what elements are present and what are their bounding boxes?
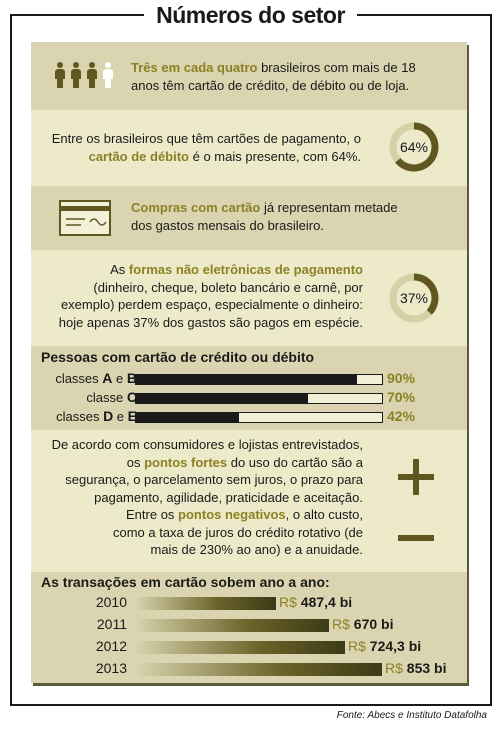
transaction-bar xyxy=(134,663,382,676)
opinions-text: De acordo com consumidores e lojistas en… xyxy=(31,436,363,559)
bar-value-label: 70% xyxy=(387,389,416,405)
donut-label: 64% xyxy=(400,139,428,155)
bar-track xyxy=(135,393,383,404)
debit-line-1: Entre os brasileiros que têm cartões de … xyxy=(51,131,361,146)
cards-section-title: Pessoas com cartão de crédito ou débito xyxy=(41,349,315,365)
main-panel: Três em cada quatro brasileiros com mais… xyxy=(31,42,467,683)
cards-bar-row: classes D e E 42% xyxy=(31,408,467,426)
fact-block-card-purchases: Compras com cartão já representam metade… xyxy=(31,186,467,250)
bar-fill xyxy=(136,394,309,403)
donut-cash-37: 37% xyxy=(389,273,439,323)
purchases-text-a: já representam metade xyxy=(260,200,398,215)
transactions-section: As transações em cartão sobem ano a ano:… xyxy=(31,572,467,683)
cash-line-4: hoje apenas 37% dos gastos são pagos em … xyxy=(58,314,363,330)
bar-category-label: classes D e E xyxy=(56,408,137,424)
opinion-line-4: pagamento, agilidade, praticidade e acei… xyxy=(94,489,363,505)
transaction-bar xyxy=(134,619,329,632)
bar-track xyxy=(135,374,383,385)
highlight-negative-points: pontos negativos xyxy=(178,507,286,522)
fact-block-debit-card: Entre os brasileiros que têm cartões de … xyxy=(31,110,467,186)
fact-text-cash-payments: As formas não eletrônicas de pagamento (… xyxy=(31,261,363,331)
opinion-line-6: como a taxa de juros do crédito rotativo… xyxy=(112,524,363,540)
cards-by-class-section: Pessoas com cartão de crédito ou débito … xyxy=(31,346,467,430)
donut-fill xyxy=(413,273,439,315)
fact-text-b: anos têm cartão de crédito, de débito ou… xyxy=(131,77,410,93)
page-title: Números do setor xyxy=(144,0,357,30)
people-icon xyxy=(55,62,117,90)
fact-block-cash-payments: As formas não eletrônicas de pagamento (… xyxy=(31,250,467,346)
bar-value-label: 42% xyxy=(387,408,416,424)
highlight-debit-card: cartão de débito xyxy=(88,148,190,164)
opinion-line-5b: , o alto custo, xyxy=(285,507,363,522)
transaction-value-label: R$ 487,4 bi xyxy=(279,594,353,610)
fact-block-cards-ownership: Três em cada quatro brasileiros com mais… xyxy=(31,42,467,110)
bar-category-label: classe C xyxy=(86,389,137,405)
fact-text-cards-ownership: Três em cada quatro brasileiros com mais… xyxy=(131,59,461,94)
transaction-value-label: R$ 724,3 bi xyxy=(348,638,422,654)
transaction-value-label: R$ 853 bi xyxy=(385,660,447,676)
opinion-line-1: De acordo com consumidores e lojistas en… xyxy=(51,437,363,452)
highlight-three-of-four: Três em cada quatro xyxy=(131,60,258,75)
transaction-row: 2010 R$ 487,4 bi xyxy=(31,594,467,612)
transaction-bar xyxy=(134,597,276,610)
receipt-icon xyxy=(59,200,111,236)
fact-text-card-purchases: Compras com cartão já representam metade… xyxy=(131,199,461,234)
transaction-year-label: 2013 xyxy=(95,660,127,676)
transaction-bar xyxy=(134,641,345,654)
transaction-row: 2011 R$ 670 bi xyxy=(31,616,467,634)
bar-track xyxy=(135,412,383,423)
cash-line-2: (dinheiro, cheque, boleto bancário e car… xyxy=(93,279,363,295)
fact-text-debit-card: Entre os brasileiros que têm cartões de … xyxy=(31,130,361,165)
opinion-line-2b: do uso do cartão são a xyxy=(227,454,363,470)
transaction-year-label: 2010 xyxy=(95,594,127,610)
transaction-row: 2013 R$ 853 bi xyxy=(31,660,467,678)
transaction-row: 2012 R$ 724,3 bi xyxy=(31,638,467,656)
donut-label: 37% xyxy=(400,290,428,306)
bar-value-label: 90% xyxy=(387,370,416,386)
debit-line-2: é o mais presente, com 64%. xyxy=(189,148,361,164)
bar-category-label: classes A e B xyxy=(55,370,137,386)
fact-text-a: brasileiros com mais de 18 xyxy=(257,60,416,75)
cash-lead: As xyxy=(110,262,129,277)
transactions-title: As transações em cartão sobem ano a ano: xyxy=(41,574,330,590)
donut-fill xyxy=(395,122,439,172)
transaction-year-label: 2012 xyxy=(95,638,127,654)
donut-debit-64: 64% xyxy=(389,122,439,172)
highlight-strong-points: pontos fortes xyxy=(144,454,228,470)
cards-bar-row: classes A e B 90% xyxy=(31,370,467,388)
cards-bar-row: classe C 70% xyxy=(31,389,467,407)
transaction-year-label: 2011 xyxy=(96,616,127,632)
cash-line-3: exemplo) perdem espaço, especialmente o … xyxy=(60,297,363,312)
highlight-non-electronic: formas não eletrônicas de pagamento xyxy=(128,262,363,277)
opinions-block: De acordo com consumidores e lojistas en… xyxy=(31,430,467,572)
opinion-line-3: segurança, o parcelamento sem juros, o p… xyxy=(65,472,363,487)
purchases-text-b: dos gastos mensais do brasileiro. xyxy=(131,217,324,233)
bar-fill xyxy=(136,375,358,384)
opinion-line-7: mais de 230% ao ano) e a anuidade. xyxy=(150,542,364,557)
source-credit: Fonte: Abecs e Instituto Datafolha xyxy=(336,710,487,721)
highlight-card-purchases: Compras com cartão xyxy=(131,200,261,215)
opinion-line-5a: Entre os xyxy=(126,507,179,522)
opinion-line-2a: os xyxy=(126,454,145,470)
transaction-value-label: R$ 670 bi xyxy=(332,616,394,632)
title-wrap: Números do setor xyxy=(0,0,501,30)
bar-fill xyxy=(136,413,240,422)
